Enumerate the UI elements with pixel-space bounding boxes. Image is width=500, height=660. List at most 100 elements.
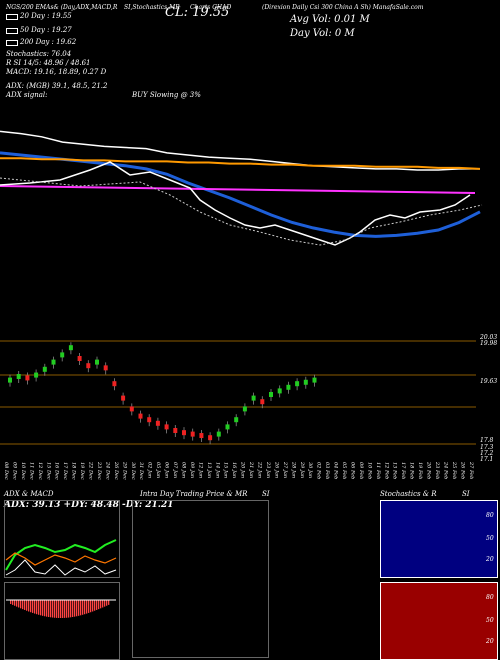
date-label: 30 Dec (130, 462, 136, 480)
date-label: 09 Feb (358, 462, 364, 479)
header-mid: SI,Stochastics,MR (124, 4, 180, 11)
candle-body (295, 381, 300, 387)
date-label: 04 Feb (333, 462, 339, 479)
candle-body (129, 406, 134, 412)
candle-body (60, 352, 65, 358)
macd-histogram-bar (100, 600, 102, 609)
adx-panel (4, 500, 120, 578)
rsi-level-20: 20 (486, 638, 494, 645)
date-label: 31 Dec (138, 462, 144, 480)
stoch-panel-si: SI (462, 490, 470, 498)
adx-line (5, 559, 117, 576)
price-line (0, 161, 471, 246)
axis-low4: 17.1 (480, 456, 494, 463)
adx-panel-title: ADX & MACD (4, 490, 54, 498)
candle-body (269, 392, 273, 397)
date-label: 29 Jan (299, 461, 305, 478)
date-label: 10 Feb (366, 462, 372, 479)
macd-histogram-bar (20, 600, 22, 609)
rsi-level-80: 80 (486, 594, 494, 601)
macd-histogram-bar (80, 600, 82, 616)
date-label: 27 Feb (468, 461, 474, 479)
date-label: 19 Dec (79, 462, 85, 480)
ema-line-2 (0, 157, 481, 170)
axis-low2: 17.3 (480, 444, 494, 451)
macd-histogram-bar (88, 600, 90, 613)
candle-body (225, 424, 230, 430)
macd-histogram-bar (14, 600, 16, 606)
candle-body (8, 377, 12, 383)
date-label: 16 Jan (231, 462, 237, 478)
candle-body (216, 431, 221, 437)
ema200-swatch (6, 40, 18, 46)
date-label: 09 Dec (11, 462, 17, 480)
macd-panel (4, 582, 120, 660)
plus-di-line (5, 539, 117, 571)
macd-histogram-bar (84, 600, 86, 615)
avg-volume: Avg Vol: 0.01 M (290, 14, 370, 25)
intraday-panel (132, 500, 269, 658)
date-label: 15 Jan (223, 462, 229, 478)
candle-layer (0, 340, 476, 445)
date-label: 11 Dec (28, 462, 34, 480)
macd-histogram-bar (108, 600, 110, 605)
stoch-level-50: 50 (486, 535, 494, 542)
candle-body (42, 366, 47, 372)
macd-histogram-bar (48, 600, 50, 618)
macd-histogram-bar (56, 600, 58, 618)
date-label: 13 Jan (206, 462, 212, 478)
date-label: 26 Jan (273, 461, 279, 478)
macd-histogram-bar (82, 600, 84, 615)
header-right: (Direxion Daily Csi 300 China A Sh) Mana… (262, 4, 424, 11)
candle-body (25, 375, 30, 381)
ema-layer (0, 130, 483, 246)
date-label: 18 Feb (409, 462, 415, 479)
date-label: 03 Feb (324, 462, 330, 479)
magenta-line (0, 185, 476, 194)
date-label: 29 Dec (121, 461, 127, 480)
date-label: 18 Dec (71, 462, 77, 480)
macd-histogram-bar (62, 600, 64, 618)
candle-body (103, 365, 108, 371)
candle-body (121, 395, 126, 401)
date-label: 12 Jan (197, 462, 203, 478)
date-label: 12 Dec (37, 462, 43, 480)
macd-histogram-bar (44, 600, 46, 617)
date-label: 06 Feb (349, 462, 355, 479)
macd-histogram-bar (46, 600, 48, 617)
date-label: 08 Jan (180, 462, 186, 478)
rsi-label: R SI 14/5: 48.96 / 48.61 (6, 59, 91, 67)
axis-mid: 19.63 (480, 378, 498, 385)
date-label: 21 Jan (248, 461, 254, 478)
macd-histogram-bar (16, 600, 18, 607)
macd-histogram-bar (86, 600, 88, 614)
macd-histogram-bar (66, 600, 68, 618)
adx-signal-label: ADX signal: (6, 91, 48, 99)
rsi-level-50: 50 (486, 617, 494, 624)
macd-histogram-bar (26, 600, 28, 611)
day-volume: Day Vol: 0 M (290, 28, 355, 39)
date-label: 09 Jan (189, 462, 195, 478)
macd-histogram-bar (106, 600, 108, 606)
axis-low1: 17.8 (480, 437, 494, 444)
date-label: 20 Feb (426, 461, 432, 479)
candle-body (286, 384, 291, 390)
candle-body (190, 431, 195, 437)
date-label: 27 Jan (282, 461, 288, 478)
intra-panel-title: Intra Day Trading Price & MR (140, 490, 248, 498)
date-label: 17 Feb (400, 462, 406, 479)
macd-histogram-bar (34, 600, 36, 614)
macd-histogram-bar (72, 600, 74, 618)
macd-histogram-bar (58, 600, 60, 618)
candle-body (234, 417, 239, 423)
candle-body (251, 395, 256, 401)
macd-histogram-bar (94, 600, 96, 611)
macd-histogram-bar (24, 600, 26, 610)
date-label: 17 Dec (62, 462, 68, 480)
date-label: 05 Jan (155, 462, 161, 478)
macd-histogram-bar (78, 600, 80, 616)
date-label: 30 Jan (307, 462, 313, 478)
axis-low3: 17.2 (480, 450, 494, 457)
date-label: 14 Jan (214, 462, 220, 478)
